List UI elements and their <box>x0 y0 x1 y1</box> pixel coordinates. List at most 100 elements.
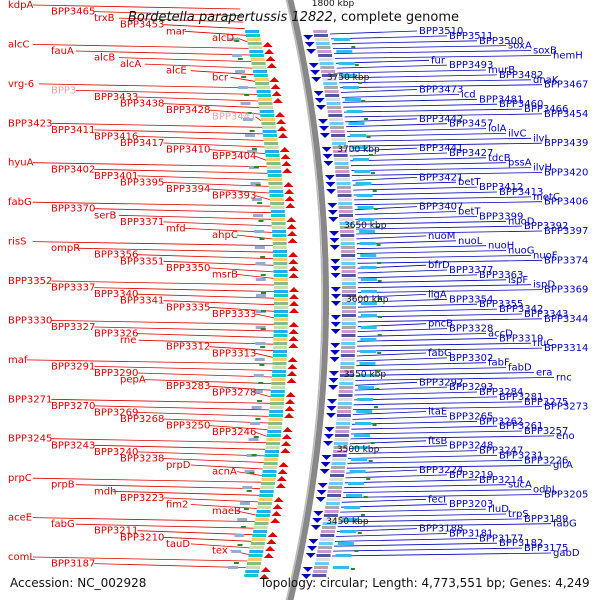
left-outer-block <box>245 134 256 137</box>
left-gene-label: BPP3243 <box>51 440 95 451</box>
right-tick <box>375 388 380 390</box>
left-outer-block <box>256 294 266 297</box>
left-feature-block <box>271 382 286 385</box>
scale-label: 3700 kbp <box>337 145 380 155</box>
left-gene-label: fauA <box>51 46 74 57</box>
right-connector <box>356 352 427 357</box>
right-connector <box>346 123 448 128</box>
left-feature-block <box>259 110 274 113</box>
right-gene-arrow <box>330 322 341 327</box>
right-connector <box>355 377 555 381</box>
left-gene-arrow <box>275 112 285 117</box>
right-gene-label: BPP3182 <box>499 538 543 549</box>
right-outer-block <box>361 290 377 293</box>
left-gene-arrow <box>286 378 297 383</box>
left-feature-block <box>266 434 281 437</box>
left-feature-block <box>247 42 262 45</box>
right-tick <box>376 370 381 372</box>
left-gene-arrow <box>288 329 299 334</box>
right-gene-arrow <box>329 371 339 376</box>
left-gene-arrow <box>277 126 287 131</box>
right-feature-block <box>317 50 332 53</box>
right-connector <box>344 479 478 484</box>
left-connector <box>190 464 263 470</box>
right-feature-block <box>321 70 336 73</box>
left-gene-arrow <box>289 294 299 299</box>
left-gene-label: BPP3238 <box>120 453 164 464</box>
right-gene-label: fur <box>431 55 446 66</box>
right-connector <box>331 40 478 45</box>
right-feature-block <box>334 166 349 169</box>
right-feature-block <box>339 378 354 381</box>
left-gene-arrow <box>259 574 270 579</box>
left-gene-label: BPP3268 <box>120 414 164 425</box>
right-feature-block <box>325 506 340 509</box>
right-gene-arrow <box>308 63 319 68</box>
right-connector <box>357 328 448 332</box>
left-gene-arrow <box>286 224 297 229</box>
left-gene-label: BPP3327 <box>51 322 95 333</box>
left-gene-arrow <box>285 399 296 404</box>
left-tick <box>260 346 266 348</box>
left-feature-block <box>270 206 285 209</box>
right-gene-arrow <box>321 455 332 460</box>
left-feature-block <box>266 162 281 165</box>
left-gene-label: tauD <box>166 539 190 550</box>
right-gene-label: BPP3189 <box>524 514 568 525</box>
left-feature-block <box>274 294 288 297</box>
right-gene-label: betT <box>458 207 481 218</box>
right-connector <box>343 489 532 493</box>
left-feature-block <box>263 138 278 141</box>
right-gene-label: BPP3439 <box>544 138 588 149</box>
right-connector <box>337 523 552 528</box>
left-connector <box>209 385 271 391</box>
left-gene-label: mar <box>166 26 187 37</box>
right-outer-block <box>360 314 377 317</box>
left-feature-block <box>273 270 288 273</box>
left-gene-arrow <box>276 119 286 124</box>
left-feature-block <box>272 238 287 241</box>
right-feature-block <box>327 490 342 493</box>
right-feature-block <box>315 558 330 561</box>
left-tick <box>251 148 257 150</box>
left-outer-block <box>250 182 261 185</box>
right-outer-block <box>348 122 365 125</box>
left-feature-block <box>269 410 284 413</box>
right-gene-label: metC <box>533 192 560 203</box>
right-gene-arrow <box>316 105 326 110</box>
right-connector <box>355 211 457 215</box>
left-feature-block <box>250 54 265 57</box>
left-tick <box>249 130 255 132</box>
right-gene-label: ilvI <box>533 133 547 144</box>
left-feature-block <box>273 334 288 337</box>
gene-tracks <box>228 30 382 579</box>
left-feature-block <box>246 38 261 41</box>
right-feature-block <box>330 474 344 477</box>
right-outer-block <box>349 470 366 473</box>
right-feature-block <box>324 510 339 513</box>
right-outer-block <box>340 74 357 77</box>
right-feature-block <box>315 42 330 45</box>
right-gene-label: BPP3355 <box>479 299 523 310</box>
right-gene-label: pssA <box>508 158 532 169</box>
left-outer-block <box>254 358 265 361</box>
left-feature-block <box>255 82 270 85</box>
right-feature-block <box>342 310 356 313</box>
left-outer-block <box>237 518 248 521</box>
right-gene-arrow <box>328 378 339 383</box>
right-connector <box>338 518 523 523</box>
left-outer-block <box>231 550 242 553</box>
backbone-arc <box>286 0 329 604</box>
left-connector <box>163 260 274 266</box>
left-gene-label: BPP3278 <box>212 388 256 399</box>
left-outer-block <box>255 278 266 281</box>
left-feature-block <box>269 190 284 193</box>
right-gene-label: BPP3500 <box>479 36 523 47</box>
left-tick <box>260 256 266 258</box>
left-connector <box>137 372 272 378</box>
left-gene-label: BPP3240 <box>94 447 138 458</box>
left-feature-block <box>268 186 283 189</box>
right-connector <box>349 147 418 152</box>
left-connector <box>94 208 271 214</box>
left-feature-block <box>274 310 288 313</box>
